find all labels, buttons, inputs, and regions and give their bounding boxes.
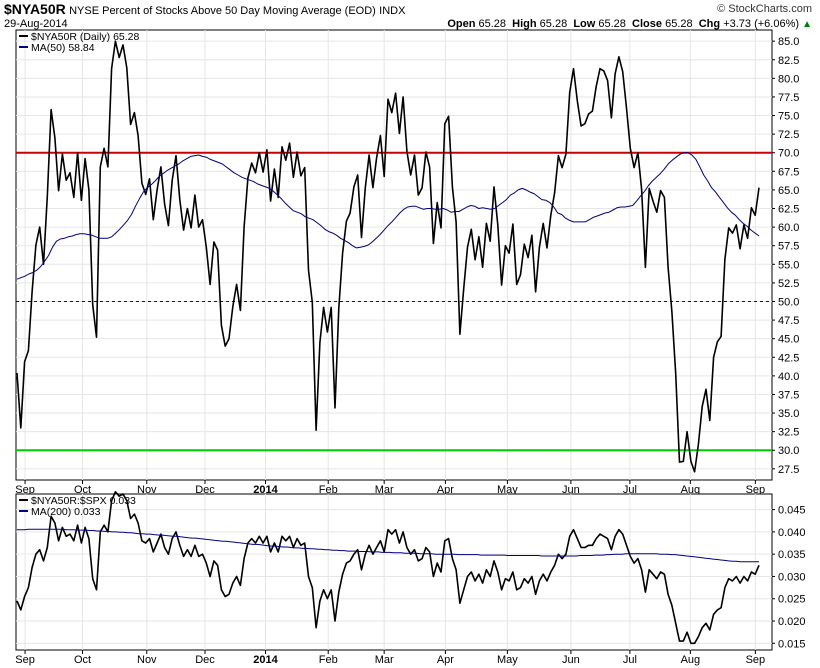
x-tick-label: Aug [681,654,701,666]
panel-bottom: 0.015 0.020 0.025 0.030 0.035 0.040 0.045 Sep Oc… [15,490,806,666]
series-line-ma [16,152,760,280]
y-tick-label: 85.0 [778,36,799,48]
x-tick-label: Jul [623,654,637,666]
x-tick-label: Feb [319,654,338,666]
plot-frame [15,493,773,651]
y-tick-label: 65.0 [778,185,799,197]
x-tick-label: 2014 [253,484,278,496]
up-arrow-icon: ▲ [802,19,812,30]
legend-label: MA(200) 0.033 [31,506,101,518]
x-tick-label: Oct [74,484,91,496]
copyright-notice: © StockCharts.com [717,3,812,15]
close-label: Close [632,18,663,30]
chg-value: +3.73 (+6.06%) [723,18,800,30]
x-tick-label: Jul [623,484,637,496]
x-tick-label: 2014 [253,654,278,666]
x-tick-label: Apr [437,484,454,496]
open-label: Open [447,18,476,30]
y-tick-label: 0.030 [778,571,806,583]
chart-header: $NYA50R NYSE Percent of Stocks Above 50 … [4,1,405,17]
chart-date: 29-Aug-2014 [4,18,68,30]
x-tick-label: Jun [562,654,580,666]
y-tick-label: 52.5 [778,278,799,290]
x-tick-label: Jun [562,484,580,496]
y-tick-label: 37.5 [778,389,799,401]
y-tick-label: 57.5 [778,241,799,253]
y-tick-label: 0.015 [778,638,806,650]
x-tick-label: Oct [74,654,91,666]
y-tick-label: 47.5 [778,315,799,327]
x-tick-label: May [497,654,518,666]
y-tick-label: 42.5 [778,352,799,364]
y-tick-label: 55.0 [778,259,799,271]
legend-label: $NYA50R (Daily) 65.28 [31,31,140,43]
x-tick-label: Sep [746,654,766,666]
y-tick-label: 40.0 [778,371,799,383]
y-tick-label: 0.040 [778,527,806,539]
x-tick-label: Sep [746,484,766,496]
x-tick-label: Apr [437,654,454,666]
x-tick-label: Feb [319,484,338,496]
legend-label: MA(50) 58.84 [31,42,95,54]
x-tick-label: Mar [375,484,394,496]
open-value: 65.28 [478,18,507,30]
exchange-label: INDX [379,5,406,17]
y-tick-label: 77.5 [778,92,799,104]
x-tick-label: Mar [375,654,394,666]
y-tick-label: 60.0 [778,222,799,234]
x-tick-label: Dec [195,654,215,666]
ticker-symbol: $NYA50R [4,1,66,17]
y-tick-label: 0.025 [778,594,806,606]
y-tick-label: 80.0 [778,73,799,85]
series-line-price [16,490,760,645]
low-value: 65.28 [598,18,626,30]
high-value: 65.28 [539,18,568,30]
y-tick-label: 0.045 [778,505,806,517]
chg-label: Chg [698,18,721,30]
x-tick-label: Aug [681,484,701,496]
close-value: 65.28 [665,18,693,30]
x-tick-label: Sep [15,654,35,666]
chart-title: NYSE Percent of Stocks Above 50 Day Movi… [69,5,376,17]
y-tick-label: 0.035 [778,549,806,561]
high-label: High [512,18,537,30]
y-tick-label: 30.0 [778,445,799,457]
y-tick-label: 62.5 [778,204,799,216]
x-tick-label: Nov [137,484,157,496]
y-tick-label: 27.5 [778,464,799,476]
y-tick-label: 82.5 [778,55,799,67]
y-tick-label: 35.0 [778,408,799,420]
y-tick-label: 72.5 [778,129,799,141]
quote-summary: Open 65.28 High 65.28 Low 65.28 Close 65… [447,18,812,30]
y-tick-label: 67.5 [778,166,799,178]
series-line-ma [17,528,759,563]
x-tick-label: Dec [195,484,215,496]
low-label: Low [573,18,596,30]
y-tick-label: 45.0 [778,334,799,346]
y-tick-label: 70.0 [778,148,799,160]
panel-top: 27.5 30.0 32.5 35.0 37.5 40.0 42.5 45.0 47.5 50.0… [15,29,799,496]
series-line-price [16,40,760,473]
x-tick-label: Nov [137,654,157,666]
y-tick-label: 0.020 [778,616,806,628]
x-tick-label: Sep [15,484,35,496]
legend-label: $NYA50R:$SPX 0.033 [31,495,136,507]
y-tick-label: 75.0 [778,111,799,123]
y-tick-label: 50.0 [778,296,799,308]
x-tick-label: May [497,484,518,496]
y-tick-label: 32.5 [778,427,799,439]
